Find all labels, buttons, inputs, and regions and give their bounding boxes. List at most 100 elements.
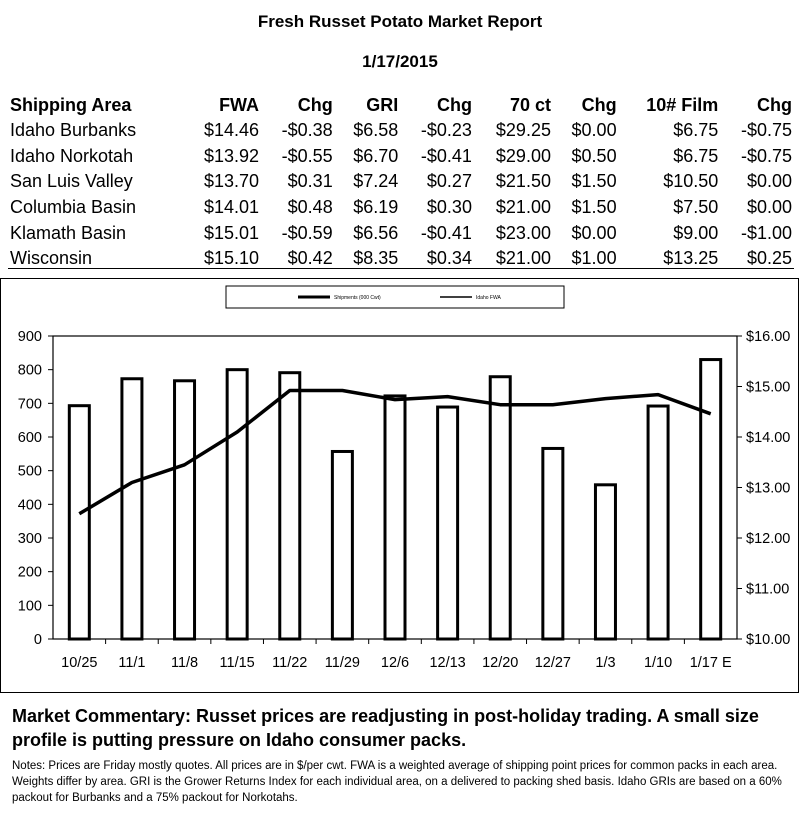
cell-fwa-chg: -$0.38 (281, 120, 333, 141)
legend-label-shipments: Shipments (000 Cwt) (334, 295, 381, 301)
y-right-tick-label: $11.00 (746, 582, 789, 598)
y-left-tick-label: 500 (18, 464, 42, 480)
y-left-tick-label: 400 (18, 497, 42, 513)
shipments-bar (646, 404, 670, 641)
header-fwa-chg: Chg (297, 94, 333, 115)
cell-10-film-chg: $0.00 (746, 197, 792, 218)
cell-70ct-chg: $0.50 (571, 145, 617, 166)
x-tick-label: 1/10 (644, 655, 672, 671)
shipments-bar (67, 404, 91, 641)
table-row: Columbia Basin $14.01 $0.48 $6.19 $0.30 $21.0… (8, 195, 794, 221)
shipments-bar (699, 358, 723, 641)
cell-gri: $7.24 (353, 171, 399, 192)
cell-gri: $6.70 (353, 145, 399, 166)
cell-fwa: $14.01 (204, 197, 260, 218)
y-left-tick-label: 900 (18, 329, 42, 345)
cell-fwa: $13.70 (204, 171, 260, 192)
shipments-bar (593, 483, 617, 641)
header-70ct: 70 ct (509, 94, 551, 115)
idaho-fwa-line (78, 388, 712, 516)
cell-shipping-area: San Luis Valley (10, 171, 133, 192)
cell-70ct-chg: $1.50 (571, 197, 617, 218)
report-date: 1/17/2015 (362, 52, 438, 71)
header-gri-chg: Chg (436, 94, 472, 115)
cell-gri: $8.35 (353, 248, 399, 269)
x-tick-label: 1/3 (595, 655, 615, 671)
price-table: Shipping Area FWA Chg GRI Chg 70 ct Chg … (8, 92, 794, 272)
x-tick-label: 11/8 (171, 655, 198, 671)
table-row: Klamath Basin $15.01 -$0.59 $6.56 -$0.41 $23.… (8, 220, 794, 246)
cell-fwa: $14.46 (204, 120, 260, 141)
shipments-bar (330, 449, 354, 641)
cell-70ct: $23.00 (495, 222, 551, 243)
cell-gri-chg: -$0.23 (420, 120, 472, 141)
cell-70ct: $29.25 (495, 120, 551, 141)
x-tick-label: 11/15 (220, 655, 255, 671)
y-left-tick-label: 300 (18, 531, 42, 547)
table-row: Idaho Norkotah $13.92 -$0.55 $6.70 -$0.41 $29… (8, 144, 794, 170)
table-bottom-rule (8, 268, 794, 269)
cell-70ct-chg: $0.00 (571, 222, 617, 243)
x-tick-label: 11/29 (325, 655, 360, 671)
cell-fwa: $15.10 (204, 248, 260, 269)
cell-shipping-area: Idaho Burbanks (10, 120, 137, 141)
cell-70ct: $21.50 (495, 171, 551, 192)
x-tick-label: 11/1 (118, 655, 145, 671)
cell-gri-chg: $0.27 (426, 171, 472, 192)
cell-70ct-chg: $0.00 (571, 120, 617, 141)
cell-fwa-chg: $0.31 (287, 171, 333, 192)
shipments-bar (225, 368, 249, 641)
shipments-bar (383, 394, 407, 641)
cell-gri-chg: $0.34 (426, 248, 472, 269)
y-right-tick-label: $12.00 (746, 531, 790, 547)
x-tick-label: 1/17 E (690, 655, 732, 671)
legend-box (225, 285, 565, 309)
y-right-tick-label: $15.00 (746, 380, 790, 396)
cell-70ct: $21.00 (495, 248, 551, 269)
cell-10-film: $7.50 (673, 197, 719, 218)
header-gri: GRI (366, 94, 399, 115)
x-tick-label: 12/27 (535, 655, 571, 671)
header-10-film-chg: Chg (757, 94, 792, 115)
cell-10-film-chg: -$1.00 (740, 222, 792, 243)
table-row: San Luis Valley $13.70 $0.31 $7.24 $0.27 $21.… (8, 169, 794, 195)
cell-10-film: $10.50 (663, 171, 719, 192)
cell-70ct: $29.00 (495, 145, 551, 166)
cell-10-film-chg: $0.00 (746, 171, 792, 192)
report-title: Fresh Russet Potato Market Report (257, 12, 543, 31)
shipments-bar (120, 377, 144, 641)
x-tick-label: 12/20 (482, 655, 518, 671)
y-left-tick-label: 200 (18, 565, 42, 581)
y-left-tick-label: 0 (34, 632, 42, 648)
cell-shipping-area: Klamath Basin (10, 222, 127, 243)
x-tick-label: 11/22 (272, 655, 307, 671)
y-left-tick-label: 600 (18, 430, 42, 446)
table-row: Idaho Burbanks $14.46 -$0.38 $6.58 -$0.23 $29… (8, 118, 794, 144)
cell-gri: $6.56 (353, 222, 399, 243)
shipments-fwa-chart: Shipments (000 Cwt) Idaho FWA 0 100 200 300 40… (18, 285, 790, 671)
cell-fwa-chg: -$0.59 (281, 222, 333, 243)
cell-70ct-chg: $1.50 (571, 171, 617, 192)
cell-shipping-area: Wisconsin (10, 248, 93, 269)
header-shipping-area: Shipping Area (10, 94, 132, 115)
y-left-tick-label: 700 (18, 396, 42, 412)
cell-10-film-chg: -$0.75 (740, 120, 792, 141)
y-right-tick-label: $16.00 (746, 329, 790, 345)
cell-shipping-area: Columbia Basin (10, 197, 137, 218)
chart-frame (0, 278, 799, 693)
y-right-tick-label: $10.00 (746, 632, 790, 648)
y-right-tick-label: $13.00 (746, 481, 790, 497)
shipments-bar (173, 379, 197, 641)
header-10-film: 10# Film (646, 94, 719, 115)
shipments-bar (488, 375, 512, 641)
cell-10-film: $9.00 (673, 222, 719, 243)
price-table-header-row: Shipping Area FWA Chg GRI Chg 70 ct Chg … (8, 92, 794, 118)
cell-shipping-area: Idaho Norkotah (10, 145, 134, 166)
cell-10-film: $6.75 (673, 145, 719, 166)
cell-10-film-chg: -$0.75 (740, 145, 792, 166)
cell-gri-chg: -$0.41 (420, 222, 472, 243)
cell-10-film-chg: $0.25 (746, 248, 792, 269)
x-tick-label: 12/13 (429, 655, 465, 671)
header-70ct-chg: Chg (581, 94, 617, 115)
x-tick-label: 10/25 (61, 655, 97, 671)
